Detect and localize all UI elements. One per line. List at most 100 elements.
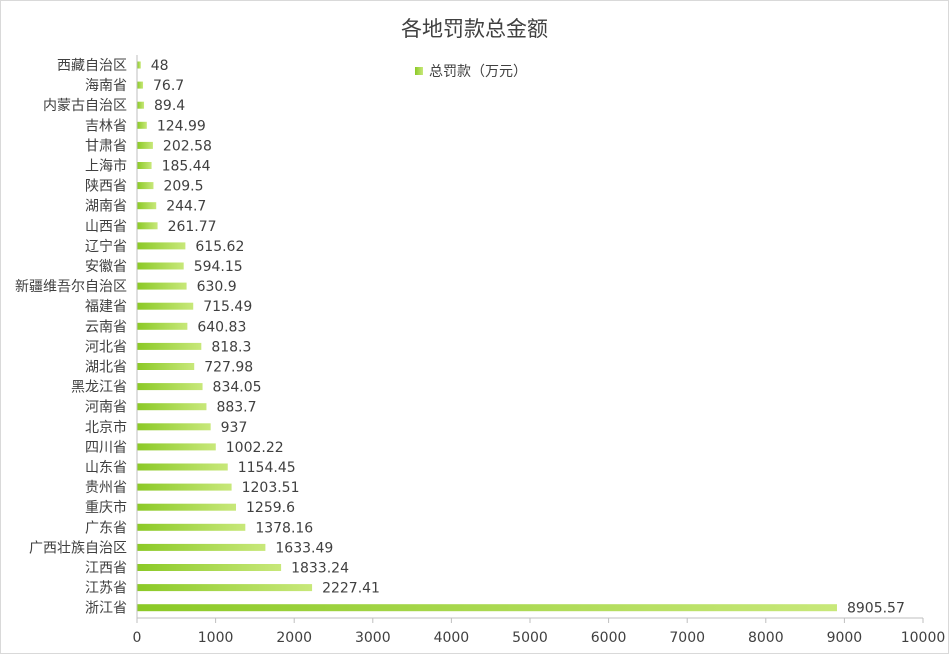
- category-label: 湖南省: [85, 199, 127, 215]
- bar: [137, 302, 194, 310]
- bar: [137, 564, 282, 571]
- value-label: 1378.16: [255, 520, 313, 536]
- category-label: 河南省: [85, 400, 127, 416]
- category-label: 北京市: [85, 419, 127, 436]
- bar: [137, 523, 246, 531]
- bar: [137, 383, 203, 391]
- category-label: 四川省: [85, 440, 127, 456]
- value-label: 76.7: [153, 78, 184, 94]
- legend-label: 总罚款（万元）: [429, 64, 527, 80]
- value-label: 48: [151, 58, 169, 74]
- category-label: 湖北省: [85, 360, 127, 376]
- category-label: 甘肃省: [85, 138, 127, 154]
- bar: [137, 584, 313, 592]
- bar: [137, 604, 837, 612]
- value-label: 715.49: [203, 299, 252, 315]
- category-label: 河北省: [85, 339, 127, 355]
- value-label: 124.99: [157, 118, 206, 134]
- bar: [137, 503, 237, 511]
- category-label: 广东省: [85, 520, 127, 536]
- category-label: 内蒙古自治区: [43, 98, 127, 114]
- category-label: 西藏自治区: [57, 58, 127, 74]
- bar: [137, 363, 195, 370]
- value-label: 185.44: [162, 159, 211, 175]
- bar: [137, 322, 188, 330]
- category-label: 安徽省: [85, 259, 127, 275]
- category-label: 山东省: [85, 460, 127, 476]
- x-tick-label: 3000: [355, 630, 391, 646]
- bar: [137, 101, 145, 109]
- category-label: 江苏省: [85, 581, 127, 597]
- bar: [137, 342, 202, 350]
- category-label: 重庆市: [85, 499, 127, 516]
- value-label: 261.77: [168, 219, 217, 235]
- bar: [137, 81, 144, 89]
- value-label: 1002.22: [226, 440, 284, 456]
- bar: [137, 423, 211, 431]
- x-tick-label: 1000: [198, 630, 234, 646]
- value-label: 818.3: [211, 339, 251, 355]
- value-label: 883.7: [216, 400, 256, 416]
- value-label: 244.7: [166, 199, 206, 215]
- chart-legend: 总罚款（万元）: [415, 61, 527, 81]
- bar: [137, 483, 232, 491]
- bar: [137, 141, 153, 149]
- chart-title: 各地罚款总金额: [401, 17, 548, 41]
- value-label: 615.62: [195, 239, 244, 255]
- value-label: 1154.45: [238, 460, 296, 476]
- bar: [137, 262, 184, 270]
- value-label: 8905.57: [847, 601, 905, 617]
- category-label: 贵州省: [85, 480, 127, 496]
- bar: [137, 242, 186, 250]
- value-label: 727.98: [204, 360, 253, 376]
- category-label: 江西省: [85, 561, 127, 577]
- x-tick-label: 2000: [276, 630, 312, 646]
- category-label: 上海市: [85, 158, 127, 175]
- value-label: 937: [221, 420, 248, 436]
- bar: [137, 121, 147, 129]
- bar: [137, 463, 228, 471]
- x-tick-label: 5000: [512, 630, 548, 646]
- value-label: 202.58: [163, 138, 212, 154]
- value-label: 630.9: [197, 279, 237, 295]
- x-tick-label: 8000: [748, 630, 784, 646]
- value-label: 1203.51: [242, 480, 300, 496]
- value-label: 209.5: [163, 179, 203, 195]
- value-label: 2227.41: [322, 581, 380, 597]
- category-label: 海南省: [85, 78, 127, 94]
- category-label: 云南省: [85, 319, 127, 335]
- category-label: 山西省: [85, 219, 127, 235]
- category-label: 新疆维吾尔自治区: [15, 279, 127, 295]
- value-label: 834.05: [213, 380, 262, 396]
- bar: [137, 403, 207, 411]
- bar: [137, 162, 152, 169]
- bar: [137, 61, 141, 69]
- x-tick-label: 10000: [901, 630, 946, 646]
- category-label: 辽宁省: [85, 238, 127, 255]
- x-tick-label: 6000: [591, 630, 627, 646]
- value-label: 89.4: [154, 98, 185, 114]
- value-label: 1259.6: [246, 500, 295, 516]
- x-tick-label: 4000: [434, 630, 470, 646]
- bar: [137, 443, 216, 451]
- category-label: 广西壮族自治区: [29, 540, 127, 556]
- bar: [137, 182, 154, 190]
- category-label: 吉林省: [85, 118, 127, 134]
- value-label: 1633.49: [275, 540, 333, 556]
- category-label: 浙江省: [85, 601, 127, 617]
- category-label: 福建省: [85, 299, 127, 315]
- legend-swatch: [415, 67, 423, 75]
- category-label: 陕西省: [85, 179, 127, 195]
- bar: [137, 202, 157, 210]
- x-tick-label: 9000: [827, 630, 863, 646]
- bar: [137, 222, 158, 230]
- value-label: 594.15: [194, 259, 243, 275]
- x-tick-label: 7000: [669, 630, 705, 646]
- value-label: 1833.24: [291, 561, 349, 577]
- value-label: 640.83: [197, 319, 246, 335]
- x-tick-label: 0: [133, 630, 142, 646]
- bar: [137, 282, 187, 290]
- bar: [137, 543, 266, 551]
- category-label: 黑龙江省: [71, 380, 127, 396]
